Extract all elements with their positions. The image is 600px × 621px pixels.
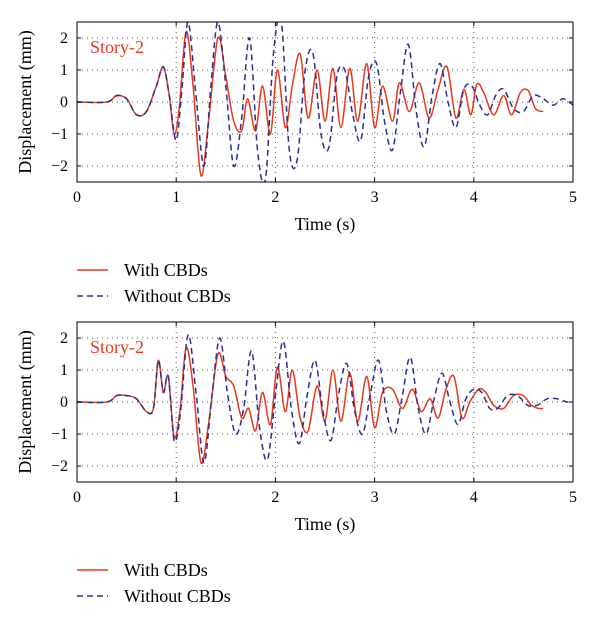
y-tick-label: −2	[51, 158, 68, 175]
x-tick-label: 2	[271, 189, 279, 206]
legend-entry-label: Without CBDs	[124, 586, 231, 606]
y-tick-label: 0	[60, 394, 68, 411]
series-group	[77, 334, 573, 465]
x-axis-label: Time (s)	[295, 214, 356, 235]
story-annotation: Story-2	[90, 337, 144, 357]
series-line-without-cbds	[77, 22, 573, 182]
y-tick-label: 2	[60, 30, 68, 47]
y-tick-label: −2	[51, 458, 68, 475]
y-axis-label: Displacement (mm)	[15, 330, 36, 473]
legend: With CBDs Without CBDs	[77, 260, 231, 306]
chart-panel-2: 0 1 2 3 4 5 −2 −1 0 1 2 Time (s) Displacement (mm) St…	[15, 321, 577, 606]
x-axis-label: Time (s)	[295, 514, 356, 535]
x-tick-label: 1	[172, 189, 180, 206]
y-tick-label: 1	[60, 362, 68, 379]
legend-entry-label: With CBDs	[124, 560, 208, 580]
x-tick-label: 1	[172, 489, 180, 506]
y-tick-label: 0	[60, 94, 68, 111]
series-line-with-cbds	[77, 30, 544, 177]
legend-entry-label: Without CBDs	[124, 286, 231, 306]
y-tick-label: −1	[51, 126, 68, 143]
story-annotation: Story-2	[90, 37, 144, 57]
x-tick-label: 5	[569, 189, 577, 206]
x-tick-label: 4	[470, 489, 478, 506]
legend-entry-label: With CBDs	[124, 260, 208, 280]
x-tick-label: 4	[470, 189, 478, 206]
plot-frame	[76, 321, 574, 483]
x-tick-label: 0	[73, 489, 81, 506]
y-tick-label: −1	[51, 426, 68, 443]
y-tick-label: 2	[60, 330, 68, 347]
x-tick-label: 3	[371, 489, 379, 506]
chart-panel-1: 0 1 2 3 4 5 −2 −1 0 1 2 Time (s) Displacement (mm) St…	[15, 21, 577, 306]
y-tick-label: 1	[60, 62, 68, 79]
series-line-with-cbds	[77, 346, 544, 465]
x-tick-label: 5	[569, 489, 577, 506]
x-tick-label: 0	[73, 189, 81, 206]
series-group	[77, 22, 573, 182]
x-tick-label: 3	[371, 189, 379, 206]
y-axis-label: Displacement (mm)	[15, 30, 36, 173]
series-line-without-cbds	[77, 334, 573, 464]
legend: With CBDs Without CBDs	[77, 560, 231, 606]
x-tick-label: 2	[271, 489, 279, 506]
